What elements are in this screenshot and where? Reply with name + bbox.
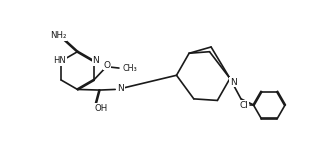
Text: CH₃: CH₃ <box>123 64 137 72</box>
Text: NH₂: NH₂ <box>50 32 67 40</box>
Text: HN: HN <box>53 56 66 65</box>
Text: N: N <box>118 84 124 93</box>
Text: Cl: Cl <box>240 101 249 110</box>
Text: N: N <box>93 56 99 65</box>
Text: N: N <box>230 78 236 87</box>
Text: O: O <box>103 61 110 70</box>
Text: OH: OH <box>94 104 107 113</box>
